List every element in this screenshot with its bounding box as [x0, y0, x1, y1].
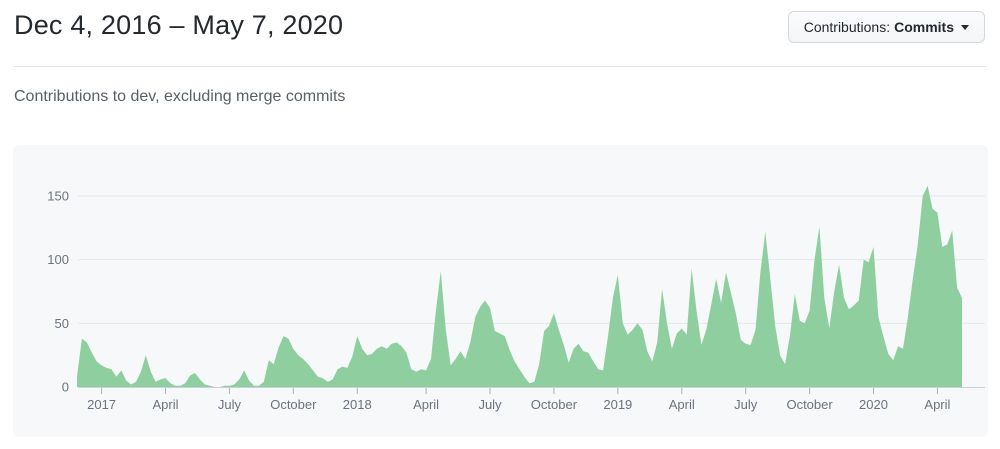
x-axis-tick-label: 2017 — [87, 397, 116, 412]
date-range-title: Dec 4, 2016 – May 7, 2020 — [14, 10, 344, 40]
x-axis-tick-label: October — [270, 397, 317, 412]
x-axis-tick-label: April — [669, 397, 695, 412]
y-axis-tick-label: 50 — [55, 316, 69, 331]
contributions-filter-value: Commits — [894, 19, 954, 35]
y-axis-tick-label: 0 — [62, 380, 69, 395]
contributions-chart-panel: 0 50 100 150 2017 April July October 2018 April Ju… — [13, 145, 988, 437]
x-axis-tick-label: October — [786, 397, 833, 412]
x-axis-tick-label: July — [218, 397, 242, 412]
x-axis-tick-label: April — [924, 397, 950, 412]
x-axis-tick-label: July — [478, 397, 502, 412]
header-divider — [13, 66, 987, 67]
x-axis-tick-label: April — [152, 397, 178, 412]
y-axis-tick-label: 100 — [47, 252, 69, 267]
y-axis-tick-label: 150 — [47, 189, 69, 204]
x-axis-tick-label: 2018 — [343, 397, 372, 412]
x-axis-tick-label: July — [734, 397, 758, 412]
x-axis-tick-label: April — [413, 397, 439, 412]
chart-subtitle: Contributions to dev, excluding merge co… — [14, 88, 346, 105]
x-axis-tick-label: October — [531, 397, 578, 412]
area-series — [77, 185, 962, 387]
x-axis-tick-label: 2019 — [603, 397, 632, 412]
contributions-area-chart: 0 50 100 150 2017 April July October 2018 April Ju… — [47, 185, 985, 412]
contributions-filter-button[interactable]: Contributions: Commits — [787, 11, 985, 43]
contributions-filter-prefix: Contributions: — [803, 19, 891, 35]
dropdown-caret-icon — [961, 24, 969, 30]
x-axis-tick-label: 2020 — [859, 397, 888, 412]
